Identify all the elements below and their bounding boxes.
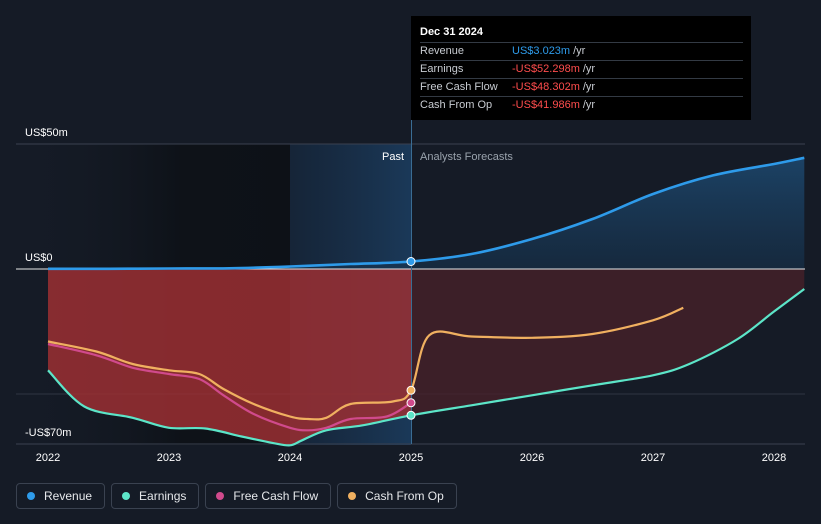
revenue-marker[interactable] xyxy=(406,257,416,266)
cash-from-op-marker[interactable] xyxy=(406,385,416,395)
tooltip-value: -US$41.986m xyxy=(512,99,580,111)
forecast-label: Analysts Forecasts xyxy=(420,151,513,163)
tooltip-unit: /yr xyxy=(582,81,596,93)
earnings-line xyxy=(47,288,805,447)
tooltip-unit: /yr xyxy=(573,45,586,57)
x-tick-label: 2028 xyxy=(762,452,786,464)
tooltip-value: -US$48.302m xyxy=(512,81,580,93)
tooltip-unit: /yr xyxy=(582,63,596,75)
legend-label: Cash From Op xyxy=(365,489,444,503)
cash-from-op-line xyxy=(47,306,684,421)
legend-label: Free Cash Flow xyxy=(233,489,319,503)
revenue-area xyxy=(48,157,805,269)
x-tick-label: 2025 xyxy=(399,452,423,464)
tooltip-label: Earnings xyxy=(420,63,464,75)
tooltip-row-earnings: Earnings -US$52.298m /yr xyxy=(420,60,743,78)
legend-item-cash-from-op[interactable]: Cash From Op xyxy=(337,483,457,509)
earnings-marker[interactable] xyxy=(406,410,416,420)
legend-item-free-cash-flow[interactable]: Free Cash Flow xyxy=(205,483,332,509)
tooltip: Dec 31 2024 Revenue US$3.023m /yr Earnin… xyxy=(411,16,751,120)
free-cash-flow-marker[interactable] xyxy=(406,398,416,408)
legend-item-revenue[interactable]: Revenue xyxy=(16,483,106,509)
y-label-top: US$50m xyxy=(25,127,68,139)
legend: Revenue Earnings Free Cash Flow Cash Fro… xyxy=(16,483,457,509)
legend-label: Earnings xyxy=(139,489,187,503)
legend-item-earnings[interactable]: Earnings xyxy=(111,483,200,509)
earnings-forecast-area xyxy=(411,269,805,416)
tooltip-label: Revenue xyxy=(420,45,465,57)
tooltip-row-cash-from-op: Cash From Op -US$41.986m /yr xyxy=(420,96,743,114)
y-label-bottom: -US$70m xyxy=(25,427,71,439)
tooltip-row-free-cash-flow: Free Cash Flow -US$48.302m /yr xyxy=(420,78,743,96)
earnings-past-area xyxy=(48,269,411,446)
free-cash-flow-dot-icon xyxy=(216,492,225,500)
x-tick-label: 2023 xyxy=(157,452,181,464)
x-axis-ticks: 2022 2023 2024 2025 2026 2027 2028 xyxy=(36,452,786,464)
tooltip-value: US$3.023m xyxy=(512,45,571,57)
tooltip-row-revenue: Revenue US$3.023m /yr xyxy=(420,42,743,60)
tooltip-label: Free Cash Flow xyxy=(420,81,498,93)
earnings-dot-icon xyxy=(122,492,131,500)
y-label-zero: US$0 xyxy=(25,252,53,264)
revenue-line xyxy=(48,156,805,271)
x-tick-label: 2024 xyxy=(278,452,302,464)
tooltip-label: Cash From Op xyxy=(420,99,493,111)
x-tick-label: 2026 xyxy=(520,452,544,464)
tooltip-date: Dec 31 2024 xyxy=(420,26,483,38)
free-cash-flow-line xyxy=(47,342,412,432)
revenue-dot-icon xyxy=(27,492,35,500)
legend-label: Revenue xyxy=(44,489,93,503)
tooltip-value: -US$52.298m xyxy=(512,63,580,75)
tooltip-unit: /yr xyxy=(582,99,596,111)
x-tick-label: 2027 xyxy=(641,452,665,464)
cash-from-op-dot-icon xyxy=(348,492,357,500)
past-label: Past xyxy=(382,151,404,163)
x-tick-label: 2022 xyxy=(36,452,60,464)
